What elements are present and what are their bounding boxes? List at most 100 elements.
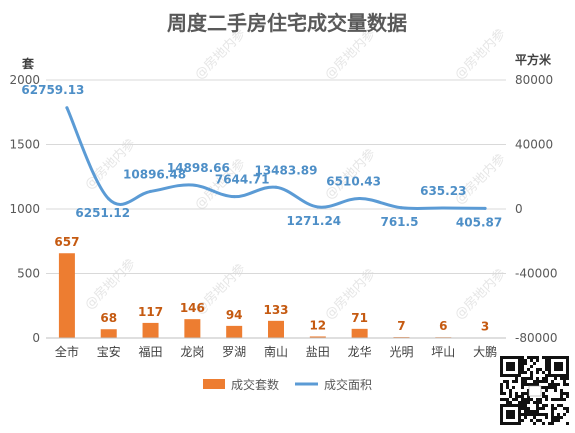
qr-module [503,380,506,383]
qr-module [554,416,557,419]
qr-module [554,377,557,380]
qr-module [533,416,536,419]
x-tick-label-10: 大鹏 [473,345,497,359]
qr-module [554,386,557,389]
qr-module [527,398,530,401]
legend: 成交套数 成交面积 [203,377,372,392]
left-axis-unit: 套 [21,56,35,71]
line-label-5: 13483.89 [254,163,317,177]
qr-module [545,380,548,383]
qr-module [536,371,539,374]
line-label-7: 6510.43 [326,175,381,189]
qr-module [563,380,566,383]
qr-module [530,365,533,368]
qr-module [527,401,530,404]
x-tick-label-0: 全市 [55,344,79,359]
line-point-0 [65,106,69,110]
qr-module [557,416,560,419]
qr-module [521,365,524,368]
qr-module [521,359,524,362]
qr-module [557,383,560,386]
qr-module [521,383,524,386]
qr-module [500,398,503,401]
qr-module [560,389,563,392]
bar-0 [58,253,75,338]
qr-module [533,413,536,416]
qr-module [524,416,527,419]
qr-module [557,413,560,416]
line-label-9: 635.23 [420,184,466,198]
qr-module [533,383,536,386]
qr-module [566,383,569,386]
qr-module [512,380,515,383]
qr-module [521,404,524,407]
qr-module [557,398,560,401]
qr-module [551,419,554,422]
qr-module [566,422,569,425]
qr-module [527,395,530,398]
qr-module [551,422,554,425]
qr-module [536,410,539,413]
line-series [65,106,487,211]
bar-label-3: 146 [180,301,205,315]
qr-module [527,392,530,395]
qr-module [548,422,551,425]
qr-module [536,413,539,416]
qr-module [530,398,533,401]
qr-module [554,398,557,401]
qr-module [551,386,554,389]
line-label-0: 62759.13 [21,83,84,97]
qr-module [545,416,548,419]
qr-module [503,392,506,395]
bar-label-2: 117 [138,305,163,319]
bar-label-0: 657 [54,235,79,249]
bar-3 [184,319,201,338]
qr-module [560,398,563,401]
qr-module [533,362,536,365]
qr-module [566,377,569,380]
line-label-1: 6251.12 [75,206,130,220]
line-path [65,106,487,211]
qr-module [536,419,539,422]
bar-label-8: 7 [397,319,405,333]
qr-module [533,380,536,383]
qr-module [545,374,548,377]
qr-module [548,386,551,389]
right-tick-label-3: 40000 [515,138,553,152]
qr-module [560,377,563,380]
qr-module [506,401,509,404]
x-tick-label-8: 光明 [389,345,413,359]
bar-label-6: 12 [309,318,326,332]
qr-module [536,359,539,362]
line-point-2 [149,189,153,193]
qr-module [539,419,542,422]
qr-module [515,398,518,401]
line-label-3: 14898.66 [167,161,230,175]
qr-module [506,383,509,386]
qr-module [536,404,539,407]
qr-module [500,383,503,386]
qr-module [530,413,533,416]
qr-module [518,401,521,404]
qr-module [554,419,557,422]
qr-module [551,404,554,407]
qr-module [524,380,527,383]
qr-module [539,401,542,404]
watermark-7: @房地内参 [82,256,139,313]
line-point-6 [316,205,320,209]
qr-module [524,413,527,416]
qr-module [542,356,545,359]
qr-module [521,395,524,398]
qr-module [545,377,548,380]
qr-module [530,377,533,380]
qr-module [545,404,548,407]
qr-finder-inner-1 [554,362,563,371]
qr-module [509,392,512,395]
qr-module [566,410,569,413]
qr-module [545,395,548,398]
bar-1 [100,329,117,338]
legend-swatch-bar [203,379,225,389]
qr-module [521,401,524,404]
qr-module [521,362,524,365]
left-tick-label-1: 500 [17,267,40,281]
